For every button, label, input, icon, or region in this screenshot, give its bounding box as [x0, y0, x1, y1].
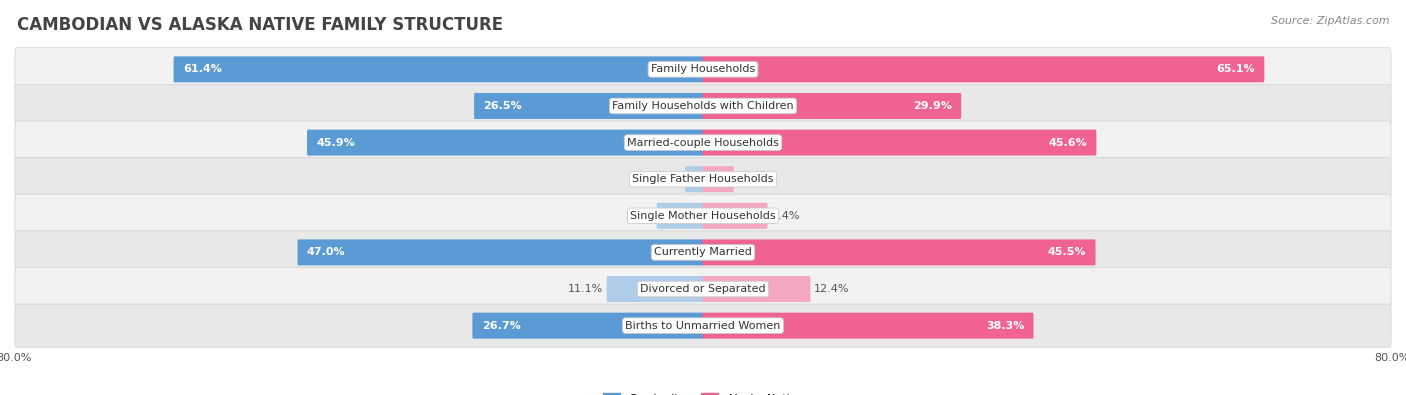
FancyBboxPatch shape [703, 56, 1264, 83]
Text: 26.7%: 26.7% [482, 321, 520, 331]
Text: Births to Unmarried Women: Births to Unmarried Women [626, 321, 780, 331]
Text: Currently Married: Currently Married [654, 247, 752, 258]
Text: Married-couple Households: Married-couple Households [627, 137, 779, 148]
FancyBboxPatch shape [15, 231, 1391, 274]
Text: 11.1%: 11.1% [568, 284, 603, 294]
Text: 47.0%: 47.0% [307, 247, 346, 258]
Text: 65.1%: 65.1% [1216, 64, 1256, 74]
FancyBboxPatch shape [703, 203, 768, 229]
FancyBboxPatch shape [703, 276, 810, 302]
Text: 45.9%: 45.9% [316, 137, 356, 148]
FancyBboxPatch shape [307, 130, 703, 156]
Text: 38.3%: 38.3% [986, 321, 1024, 331]
Text: Family Households with Children: Family Households with Children [612, 101, 794, 111]
FancyBboxPatch shape [472, 312, 703, 339]
FancyBboxPatch shape [173, 56, 703, 83]
Text: 5.3%: 5.3% [624, 211, 652, 221]
Text: Family Households: Family Households [651, 64, 755, 74]
FancyBboxPatch shape [657, 203, 703, 229]
Text: 29.9%: 29.9% [912, 101, 952, 111]
Text: Single Mother Households: Single Mother Households [630, 211, 776, 221]
FancyBboxPatch shape [607, 276, 703, 302]
FancyBboxPatch shape [474, 93, 703, 119]
FancyBboxPatch shape [15, 304, 1391, 347]
FancyBboxPatch shape [15, 121, 1391, 164]
Text: Single Father Households: Single Father Households [633, 174, 773, 184]
Text: 45.6%: 45.6% [1049, 137, 1087, 148]
FancyBboxPatch shape [15, 158, 1391, 201]
Text: 3.5%: 3.5% [738, 174, 766, 184]
FancyBboxPatch shape [15, 267, 1391, 310]
FancyBboxPatch shape [298, 239, 703, 265]
FancyBboxPatch shape [15, 194, 1391, 237]
Text: Divorced or Separated: Divorced or Separated [640, 284, 766, 294]
Text: CAMBODIAN VS ALASKA NATIVE FAMILY STRUCTURE: CAMBODIAN VS ALASKA NATIVE FAMILY STRUCT… [17, 16, 503, 34]
Text: 7.4%: 7.4% [770, 211, 800, 221]
FancyBboxPatch shape [685, 166, 703, 192]
Legend: Cambodian, Alaska Native: Cambodian, Alaska Native [599, 389, 807, 395]
FancyBboxPatch shape [703, 166, 734, 192]
FancyBboxPatch shape [15, 48, 1391, 91]
Text: 45.5%: 45.5% [1047, 247, 1087, 258]
FancyBboxPatch shape [15, 85, 1391, 128]
FancyBboxPatch shape [703, 239, 1095, 265]
Text: 2.0%: 2.0% [654, 174, 682, 184]
FancyBboxPatch shape [703, 130, 1097, 156]
FancyBboxPatch shape [703, 312, 1033, 339]
FancyBboxPatch shape [703, 93, 962, 119]
Text: Source: ZipAtlas.com: Source: ZipAtlas.com [1271, 16, 1389, 26]
Text: 61.4%: 61.4% [183, 64, 222, 74]
Text: 26.5%: 26.5% [484, 101, 522, 111]
Text: 12.4%: 12.4% [814, 284, 849, 294]
